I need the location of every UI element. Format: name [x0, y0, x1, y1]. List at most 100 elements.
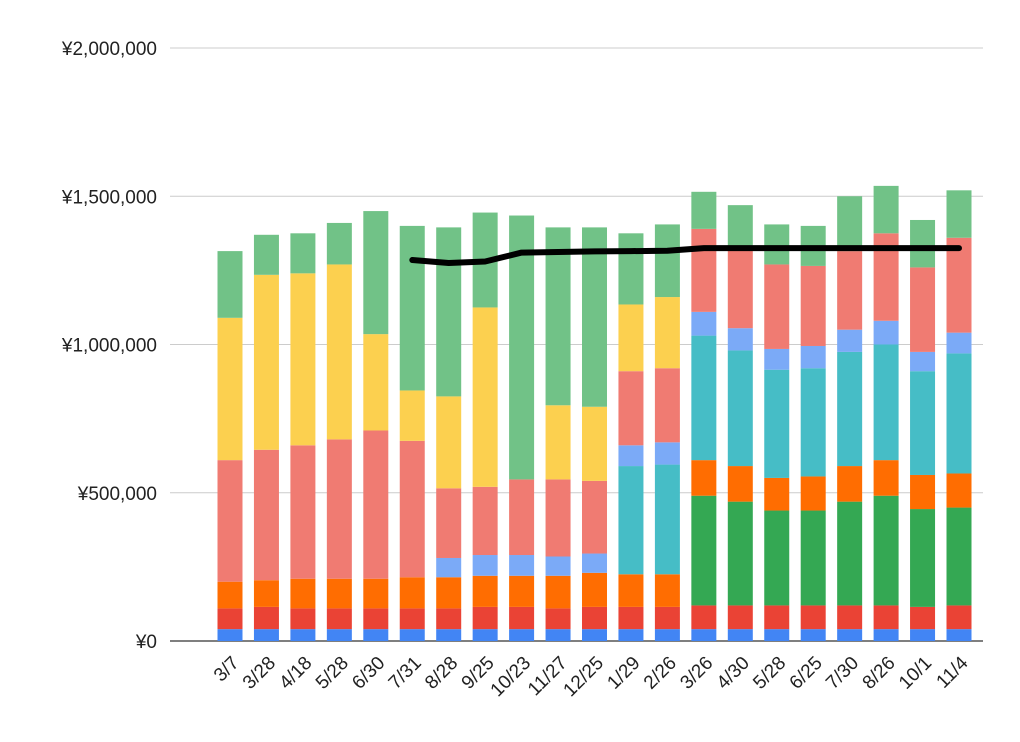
bar-segment — [800, 510, 826, 606]
bar-segment — [764, 224, 790, 265]
bar-segment — [326, 264, 352, 440]
bar-segment — [217, 460, 243, 582]
x-tick-label: 10/23 — [487, 653, 535, 701]
bar-segment — [618, 574, 644, 607]
bar-segment — [290, 273, 316, 446]
bar-stack — [253, 234, 279, 641]
y-tick-label: ¥1,000,000 — [61, 336, 157, 357]
bar-segment — [253, 234, 279, 275]
bar-segment — [582, 227, 607, 407]
bar-stack — [545, 227, 571, 641]
bar-stack — [436, 227, 462, 641]
bar-segment — [545, 575, 571, 609]
bar-segment — [873, 629, 899, 641]
bar-segment — [472, 575, 498, 607]
bar-segment — [727, 328, 753, 351]
trend-line — [409, 245, 962, 266]
bar-segment — [582, 606, 607, 630]
x-tick-label: 7/31 — [385, 653, 426, 694]
bar-segment — [326, 578, 352, 609]
bar-segment — [654, 629, 680, 641]
bar-segment — [472, 629, 498, 641]
bar-segment — [946, 190, 972, 238]
bar-segment — [217, 608, 243, 630]
bar-segment — [436, 608, 462, 630]
bar-segment — [873, 185, 899, 234]
bar-segment — [509, 215, 535, 480]
x-tick-label: 4/18 — [275, 653, 316, 694]
bar-segment — [399, 608, 425, 630]
bar-segment — [436, 557, 462, 578]
bar-stack — [910, 219, 936, 641]
bar-segment — [654, 297, 680, 369]
bar-segment — [873, 605, 899, 630]
bar-segment — [290, 629, 316, 641]
x-tick-label: 3/28 — [239, 653, 280, 694]
bar-segment — [800, 476, 826, 511]
bar-stack — [582, 227, 607, 641]
bar-stack — [873, 185, 899, 641]
x-tick-label: 4/30 — [713, 653, 754, 694]
bar-segment — [472, 606, 498, 630]
bar-segment — [764, 510, 790, 606]
bar-segment — [509, 575, 535, 607]
bar-stack — [727, 205, 753, 641]
bar-segment — [472, 486, 498, 556]
bar-segment — [910, 371, 936, 475]
x-tick-label: 10/1 — [895, 653, 936, 694]
bar-segment — [326, 439, 352, 579]
y-tick-label: ¥2,000,000 — [61, 39, 157, 60]
bar-segment — [363, 629, 389, 641]
bar-segment — [363, 211, 389, 335]
bar-segment — [545, 227, 571, 406]
bar-segment — [582, 480, 607, 554]
x-tick-label: 11/27 — [524, 653, 571, 700]
bar-segment — [764, 629, 790, 641]
bar-segment — [691, 191, 717, 229]
bar-stack — [618, 233, 644, 641]
bar-segment — [290, 445, 316, 579]
bar-segment — [946, 507, 972, 606]
bar-segment — [436, 396, 462, 489]
bar-segment — [217, 251, 243, 318]
bar-segment — [910, 474, 936, 510]
bar-segment — [545, 556, 571, 576]
bar-segment — [946, 629, 972, 641]
bar-segment — [800, 368, 826, 477]
bar-stack — [472, 212, 498, 641]
bar-segment — [618, 466, 644, 575]
bar-segment — [837, 501, 863, 606]
bar-segment — [873, 320, 899, 345]
bar-segment — [290, 578, 316, 609]
bars — [217, 185, 972, 641]
bar-segment — [837, 466, 863, 502]
bar-segment — [545, 479, 571, 557]
bar-stack — [217, 251, 243, 641]
bar-segment — [509, 555, 535, 576]
x-tick-label: 12/25 — [560, 653, 608, 701]
bar-segment — [618, 233, 644, 305]
bar-segment — [837, 251, 863, 330]
bar-segment — [910, 267, 936, 352]
bar-stack — [946, 190, 972, 641]
bar-segment — [399, 390, 425, 441]
bar-segment — [582, 406, 607, 481]
bar-segment — [253, 580, 279, 607]
x-tick-label: 5/28 — [312, 653, 353, 694]
bar-segment — [946, 473, 972, 508]
x-tick-label: 1/29 — [603, 653, 644, 694]
bar-segment — [654, 464, 680, 575]
bar-segment — [800, 629, 826, 641]
bar-segment — [691, 495, 717, 606]
x-tick-label: 8/28 — [421, 653, 462, 694]
bar-segment — [545, 629, 571, 641]
bar-segment — [472, 555, 498, 576]
bar-segment — [800, 265, 826, 346]
x-tick-label: 3/7 — [210, 653, 244, 687]
bar-segment — [691, 311, 717, 336]
bar-segment — [764, 264, 790, 349]
bar-segment — [691, 460, 717, 496]
bar-segment — [764, 605, 790, 630]
bar-segment — [946, 353, 972, 474]
bar-segment — [618, 445, 644, 467]
